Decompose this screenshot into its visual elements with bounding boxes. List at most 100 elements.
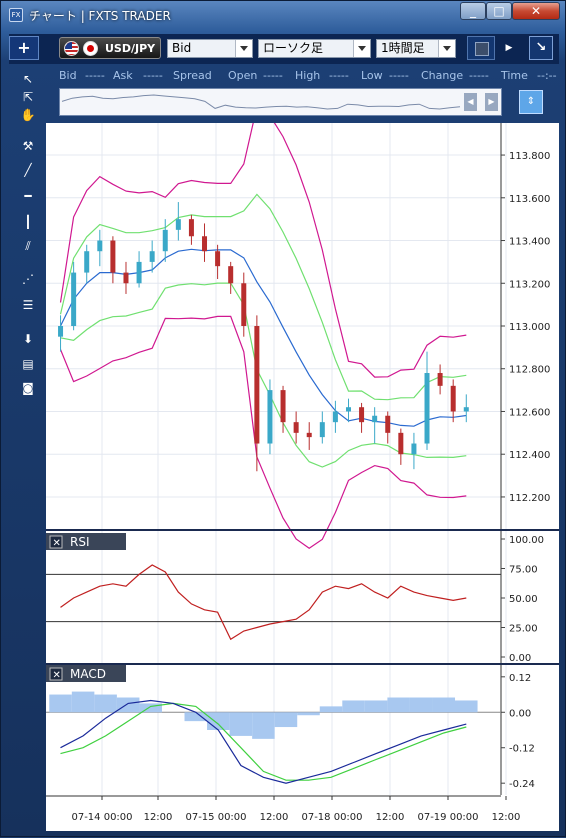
macd-histogram-bar bbox=[387, 697, 410, 713]
horizontal-line-icon[interactable]: ━ bbox=[24, 189, 32, 203]
price-tick-label: 112.600 bbox=[509, 407, 550, 418]
price-tick-label: 112.200 bbox=[509, 493, 550, 504]
chevron-down-icon[interactable] bbox=[438, 40, 455, 57]
candle-body bbox=[228, 266, 234, 284]
scroll-left-icon[interactable]: ◀ bbox=[464, 93, 477, 111]
x-tick-label: 07-14 00:00 bbox=[71, 812, 132, 823]
parallel-lines-icon[interactable]: ⫽ bbox=[25, 239, 31, 253]
x-tick-label: 07-19 00:00 bbox=[417, 812, 478, 823]
x-tick-label: 12:00 bbox=[260, 812, 289, 823]
candle-body bbox=[411, 443, 417, 455]
macd-histogram-bar bbox=[319, 706, 343, 713]
candle-body bbox=[332, 411, 338, 423]
maximize-button[interactable]: □ bbox=[486, 2, 512, 20]
jp-flag-icon bbox=[83, 41, 98, 56]
candle-body bbox=[306, 432, 312, 438]
vertical-line-icon[interactable]: ┃ bbox=[24, 215, 32, 229]
macd-histogram-bar bbox=[49, 694, 72, 713]
macd-histogram-bar bbox=[94, 694, 117, 713]
open-value: ----- bbox=[263, 69, 283, 82]
navigator-sparkline bbox=[61, 94, 461, 110]
x-tick-label: 12:00 bbox=[492, 812, 521, 823]
time-value: --:-- bbox=[537, 69, 557, 82]
hand-icon[interactable]: ✋ bbox=[20, 108, 36, 122]
macd-histogram-bar bbox=[297, 712, 320, 716]
chevron-down-icon[interactable] bbox=[353, 40, 370, 57]
candle-body bbox=[385, 415, 391, 433]
macd-tick-label: 0.00 bbox=[509, 708, 531, 719]
chart-canvas[interactable]: 113.800 113.600 113.400 113.200 113.000 112.8… bbox=[46, 123, 559, 831]
fan-icon[interactable]: ⋰ bbox=[22, 272, 34, 286]
candle-body bbox=[372, 415, 378, 423]
macd-histogram-bar bbox=[229, 712, 253, 736]
macd-tick-label: -0.24 bbox=[509, 779, 535, 790]
rsi-close-glyph: ✕ bbox=[53, 538, 61, 549]
download-icon[interactable]: ⬇ bbox=[22, 332, 34, 346]
candle-body bbox=[149, 251, 155, 262]
navigator-zoom-icon[interactable]: ⇕ bbox=[519, 90, 543, 114]
pointer-icon[interactable]: ↖ bbox=[22, 72, 34, 86]
candle-body bbox=[175, 219, 181, 230]
high-label: High bbox=[295, 69, 321, 82]
square-toggle-button[interactable] bbox=[467, 36, 495, 60]
timeframe-select[interactable]: 1時間足 bbox=[376, 39, 456, 58]
camera-icon[interactable]: ◙ bbox=[22, 381, 34, 395]
low-label: Low bbox=[361, 69, 383, 82]
drawing-toolbar: ↖ ⇱ ✋ ⚒ ╱ ━ ┃ ⫽ ⋰ ☰ ⬇ ▤ ◙ bbox=[14, 65, 43, 831]
rsi-tick-label: 50.00 bbox=[509, 594, 538, 605]
candle-body bbox=[215, 251, 221, 267]
us-flag-icon bbox=[64, 41, 79, 56]
macd-histogram-bar bbox=[455, 700, 478, 713]
close-button[interactable]: ✕ bbox=[512, 2, 560, 20]
macd-histogram-bar bbox=[207, 712, 230, 730]
list-icon[interactable]: ▤ bbox=[22, 357, 34, 371]
play-icon[interactable]: ▶ bbox=[505, 43, 513, 53]
price-tick-label: 113.400 bbox=[509, 237, 550, 248]
price-tick-label: 113.600 bbox=[509, 194, 550, 205]
title-bar[interactable]: FX チャート | FXTS TRADER _ □ ✕ bbox=[1, 1, 566, 29]
x-tick-label: 07-18 00:00 bbox=[301, 812, 362, 823]
price-type-select[interactable]: Bid bbox=[167, 39, 253, 58]
add-chart-button[interactable]: + bbox=[9, 36, 39, 60]
bollinger-inner-upper bbox=[59, 193, 467, 401]
rsi-title: RSI bbox=[70, 535, 90, 549]
price-type-value: Bid bbox=[172, 41, 192, 55]
symbol-selector[interactable]: USD/JPY bbox=[59, 37, 161, 59]
macd-line bbox=[60, 699, 467, 784]
chart-type-select[interactable]: ローソク足 bbox=[258, 39, 371, 58]
rsi-line bbox=[60, 564, 467, 641]
candle-body bbox=[293, 422, 299, 433]
chart-navigator[interactable]: ◀ ▶ bbox=[59, 88, 502, 116]
app-icon: FX bbox=[9, 8, 23, 22]
macd-histogram-bar bbox=[184, 712, 208, 722]
fibonacci-icon[interactable]: ☰ bbox=[22, 298, 34, 312]
x-tick-label: 12:00 bbox=[376, 812, 405, 823]
candle-body bbox=[254, 326, 260, 444]
macd-histogram-bar bbox=[432, 697, 456, 713]
minimize-button[interactable]: _ bbox=[460, 2, 486, 20]
macd-histogram-bar bbox=[274, 712, 298, 728]
macd-close-icon bbox=[49, 667, 63, 681]
time-label: Time bbox=[501, 69, 528, 82]
candle-body bbox=[110, 240, 116, 273]
open-label: Open bbox=[228, 69, 258, 82]
trend-line-icon[interactable]: ╱ bbox=[24, 163, 32, 177]
scroll-right-icon[interactable]: ▶ bbox=[485, 93, 498, 111]
moving-average-line bbox=[59, 248, 467, 427]
chart-area[interactable]: 113.800 113.600 113.400 113.200 113.000 112.8… bbox=[46, 123, 559, 831]
x-axis-area bbox=[46, 795, 559, 831]
candle-body bbox=[463, 407, 469, 412]
change-label: Change bbox=[421, 69, 464, 82]
chevron-down-icon[interactable] bbox=[235, 40, 252, 57]
rsi-header bbox=[46, 533, 126, 550]
macd-header bbox=[46, 665, 126, 682]
macd-tick-label: 0.12 bbox=[509, 673, 531, 684]
arrow-button[interactable]: ↘ bbox=[529, 36, 553, 60]
crosshair-pointer-icon[interactable]: ⇱ bbox=[22, 90, 34, 104]
ask-label: Ask bbox=[113, 69, 133, 82]
macd-title: MACD bbox=[70, 667, 106, 681]
candle-body bbox=[123, 272, 129, 284]
rsi-tick-label: 100.00 bbox=[509, 535, 544, 546]
hammer-icon[interactable]: ⚒ bbox=[22, 139, 34, 153]
